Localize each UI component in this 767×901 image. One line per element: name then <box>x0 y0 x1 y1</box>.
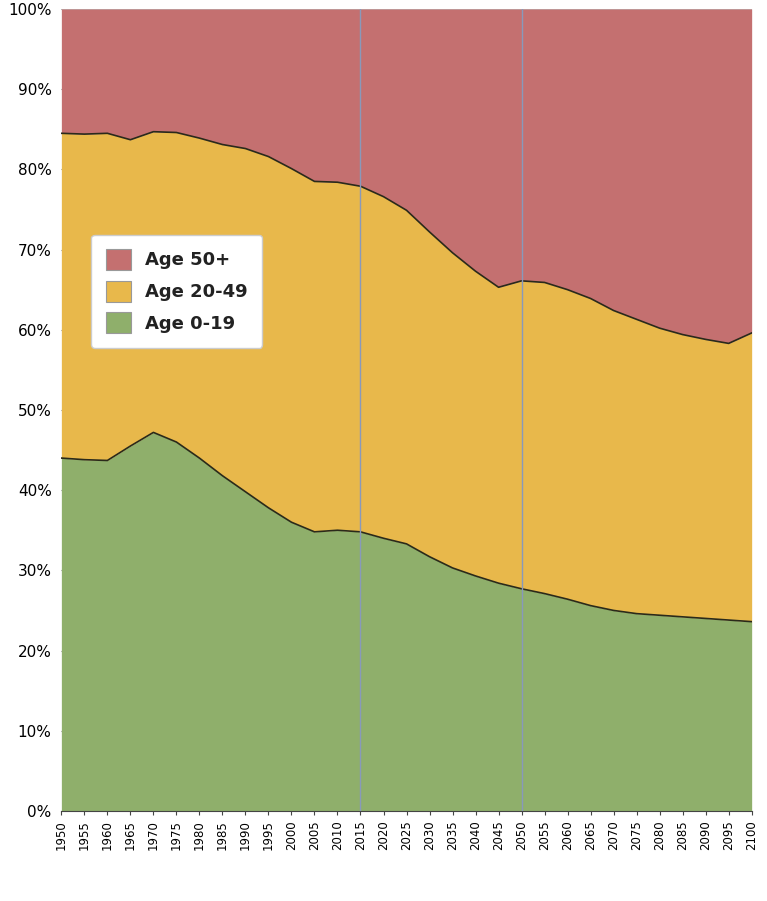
Legend: Age 50+, Age 20-49, Age 0-19: Age 50+, Age 20-49, Age 0-19 <box>91 234 262 348</box>
